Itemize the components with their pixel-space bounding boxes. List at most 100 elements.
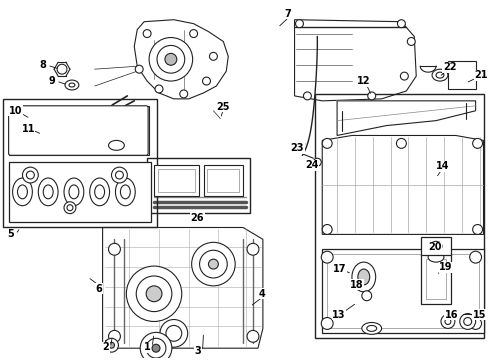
Ellipse shape [321, 318, 333, 329]
Text: 2: 2 [102, 342, 109, 352]
Ellipse shape [23, 167, 38, 183]
Text: 22: 22 [443, 62, 457, 72]
Ellipse shape [165, 53, 177, 65]
Text: 23: 23 [291, 143, 304, 153]
Bar [426, 259, 446, 299]
Ellipse shape [445, 319, 451, 324]
Bar [2, 99, 157, 228]
Ellipse shape [358, 269, 370, 285]
Text: 19: 19 [439, 262, 452, 272]
Ellipse shape [321, 251, 333, 263]
Ellipse shape [430, 241, 442, 251]
Ellipse shape [432, 69, 448, 81]
Ellipse shape [121, 185, 130, 199]
Text: 1: 1 [144, 342, 151, 352]
Ellipse shape [116, 178, 135, 206]
Bar [207, 169, 239, 192]
Ellipse shape [109, 243, 121, 255]
Ellipse shape [109, 140, 124, 150]
Polygon shape [9, 106, 149, 155]
Ellipse shape [436, 72, 444, 78]
Ellipse shape [473, 225, 483, 234]
Ellipse shape [69, 185, 79, 199]
Bar [316, 94, 484, 338]
Ellipse shape [18, 185, 27, 199]
Ellipse shape [126, 266, 182, 321]
Ellipse shape [362, 291, 372, 301]
Bar [322, 249, 484, 333]
Polygon shape [342, 254, 385, 299]
Ellipse shape [140, 332, 172, 360]
Ellipse shape [322, 139, 332, 148]
Text: 3: 3 [195, 346, 201, 356]
Ellipse shape [295, 20, 303, 28]
Text: 25: 25 [217, 102, 230, 112]
Ellipse shape [152, 344, 160, 352]
Ellipse shape [67, 205, 73, 211]
Text: 24: 24 [305, 160, 319, 170]
Ellipse shape [155, 85, 163, 93]
Ellipse shape [199, 250, 227, 278]
Polygon shape [9, 106, 149, 155]
Ellipse shape [136, 276, 172, 312]
Text: 8: 8 [39, 60, 46, 70]
Ellipse shape [90, 178, 110, 206]
Text: 15: 15 [473, 310, 486, 320]
Polygon shape [337, 101, 476, 135]
Ellipse shape [190, 30, 197, 37]
Text: 17: 17 [333, 264, 346, 274]
Ellipse shape [303, 92, 311, 100]
Ellipse shape [65, 80, 79, 90]
Ellipse shape [368, 92, 376, 100]
Ellipse shape [95, 185, 104, 199]
Ellipse shape [441, 315, 455, 328]
Ellipse shape [104, 338, 119, 352]
Text: 12: 12 [357, 76, 370, 86]
Ellipse shape [157, 45, 185, 73]
Ellipse shape [13, 178, 32, 206]
Ellipse shape [160, 320, 188, 347]
Text: 11: 11 [22, 123, 35, 134]
Ellipse shape [400, 72, 408, 80]
Polygon shape [342, 254, 385, 299]
Text: 4: 4 [259, 289, 266, 299]
Text: 13: 13 [332, 310, 345, 320]
Ellipse shape [470, 251, 482, 263]
Bar [147, 158, 250, 213]
Ellipse shape [69, 83, 75, 87]
Ellipse shape [464, 318, 472, 325]
Ellipse shape [460, 314, 476, 329]
Text: 5: 5 [8, 229, 14, 239]
Polygon shape [294, 20, 416, 101]
Ellipse shape [473, 139, 483, 148]
Polygon shape [294, 20, 416, 101]
Ellipse shape [109, 342, 115, 348]
Text: 20: 20 [428, 242, 441, 252]
Ellipse shape [64, 178, 84, 206]
Ellipse shape [352, 262, 376, 292]
Ellipse shape [166, 325, 182, 341]
Ellipse shape [192, 242, 235, 286]
Bar [421, 254, 451, 304]
Bar [421, 237, 451, 255]
Ellipse shape [146, 338, 166, 358]
Polygon shape [322, 135, 484, 234]
Ellipse shape [116, 171, 123, 179]
Polygon shape [134, 20, 228, 99]
Polygon shape [102, 228, 263, 348]
Text: 16: 16 [445, 310, 459, 320]
Bar [154, 165, 198, 196]
Ellipse shape [397, 20, 405, 28]
Text: 9: 9 [48, 76, 55, 86]
Ellipse shape [26, 171, 34, 179]
FancyBboxPatch shape [9, 106, 148, 155]
Ellipse shape [112, 167, 127, 183]
Ellipse shape [57, 64, 67, 74]
Ellipse shape [143, 30, 151, 37]
Ellipse shape [208, 259, 219, 269]
Text: 18: 18 [350, 280, 364, 290]
Ellipse shape [362, 323, 382, 334]
Ellipse shape [64, 202, 76, 213]
Ellipse shape [149, 37, 193, 81]
Ellipse shape [202, 77, 210, 85]
